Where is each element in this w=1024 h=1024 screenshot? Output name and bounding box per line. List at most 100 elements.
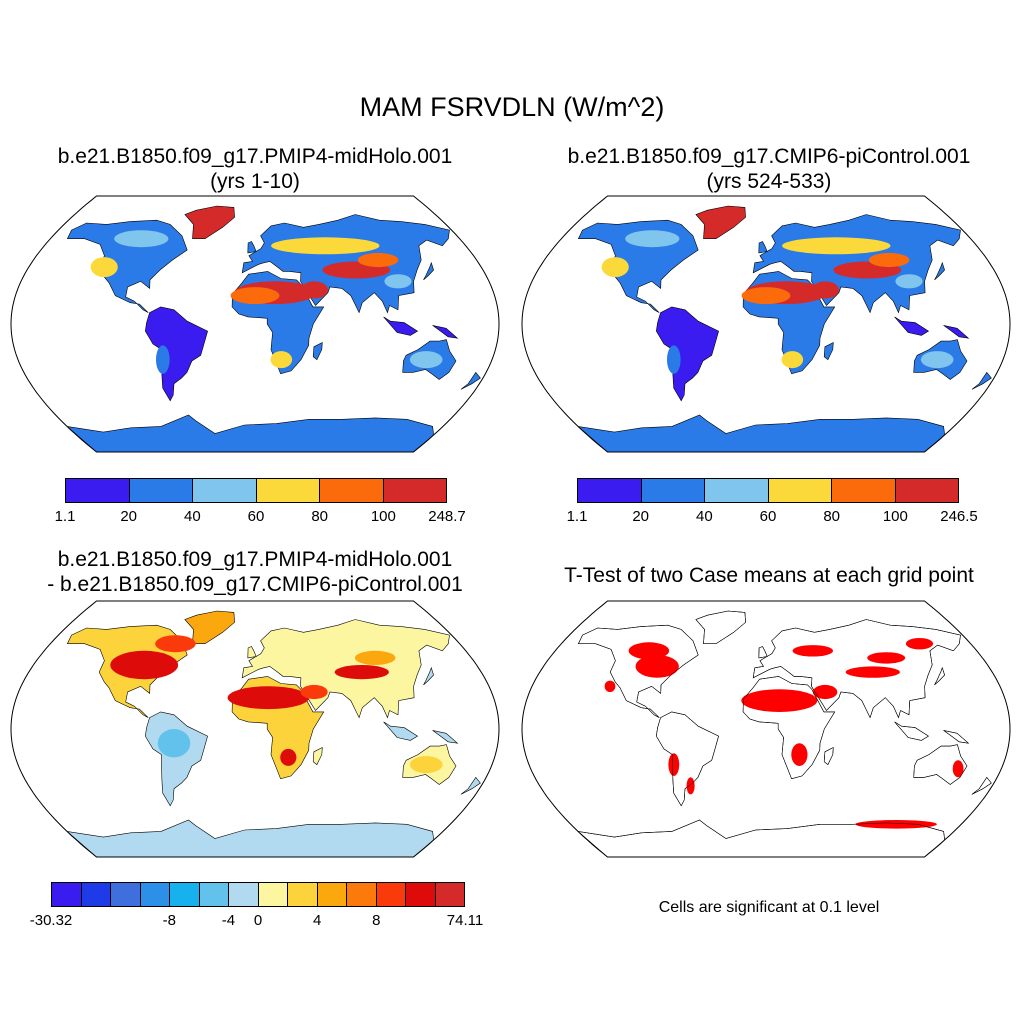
colorbar-swatch xyxy=(376,883,406,906)
field-patch xyxy=(409,351,443,369)
field-patch xyxy=(705,213,733,231)
field-patch xyxy=(155,635,196,653)
colorbar-tick-label: 100 xyxy=(882,508,908,525)
field-patch xyxy=(895,274,923,289)
field-patch xyxy=(157,729,191,758)
significant-cells xyxy=(604,680,616,692)
map-content xyxy=(66,205,481,452)
landmass-greenland xyxy=(184,610,235,644)
field-patch xyxy=(334,665,389,680)
colorbar-tick-label: 100 xyxy=(370,508,396,525)
colorbar-tick-label: 40 xyxy=(183,508,201,525)
landmass-new-guinea xyxy=(432,730,459,744)
colorbar-swatch xyxy=(895,479,958,502)
coastline-greenland xyxy=(695,610,746,644)
map-panel-4 xyxy=(521,600,1011,858)
panel-1-title: b.e21.B1850.f09_g17.PMIP4-midHolo.001 (y… xyxy=(20,144,490,194)
colorbar-tick-label: 4 xyxy=(312,912,322,929)
colorbar-swatch xyxy=(199,883,229,906)
panel-3-case-b: - b.e21.B1850.f09_g17.CMIP6-piControl.00… xyxy=(47,573,463,596)
significant-cells xyxy=(686,777,695,795)
field-patch xyxy=(357,252,399,268)
colorbar-tick-label: 8 xyxy=(372,912,381,929)
colorbar-tick-label: -8 xyxy=(162,912,176,929)
colorbar-tick-label: 80 xyxy=(311,508,328,525)
colorbar-swatch xyxy=(111,883,141,906)
landmass-madagascar xyxy=(823,341,834,361)
landmass-madagascar xyxy=(312,341,323,361)
colorbar-tick-label: 1.1 xyxy=(54,508,76,525)
field-patch xyxy=(781,351,804,369)
landmass-new-zealand xyxy=(971,371,992,390)
field-patch xyxy=(300,281,328,299)
coastline-eurasia xyxy=(752,619,961,719)
panel-1-years: (yrs 1-10) xyxy=(210,170,300,193)
landmass-indonesia xyxy=(383,316,419,336)
significant-cells xyxy=(812,684,838,700)
colorbar-swatch xyxy=(193,479,257,502)
landmass-antarctica xyxy=(66,819,435,857)
map-panel-2 xyxy=(521,195,1011,453)
coastline-africa xyxy=(742,676,836,780)
panel-2-title: b.e21.B1850.f09_g17.CMIP6-piControl.001 … xyxy=(534,144,1004,194)
colorbar-swatch xyxy=(578,479,642,502)
panel-4-title: T-Test of two Case means at each grid po… xyxy=(564,564,974,587)
colorbar-swatch xyxy=(81,883,111,906)
colorbar-tick-label: 74.11 xyxy=(446,912,484,929)
map-border xyxy=(10,600,500,858)
field-patch xyxy=(868,252,910,268)
map-panel-1 xyxy=(10,195,500,453)
colorbar-tick-label: 20 xyxy=(120,508,137,525)
colorbar-tick-label: 0 xyxy=(253,912,263,929)
map-content xyxy=(66,610,481,857)
colorbar-tick-label: 246.5 xyxy=(940,508,978,525)
landmass-antarctica xyxy=(66,414,435,452)
field-patch xyxy=(194,213,222,231)
significant-cells xyxy=(668,753,680,776)
colorbar-swatch xyxy=(140,883,170,906)
colorbar-tick-label: 60 xyxy=(759,508,777,525)
significant-cells xyxy=(905,638,934,650)
landmass-south-america xyxy=(144,306,208,402)
field-patch xyxy=(625,230,680,248)
colorbar-swatch xyxy=(705,479,769,502)
landmass-greenland xyxy=(695,610,746,644)
field-patch xyxy=(271,237,380,255)
field-patch xyxy=(601,257,629,278)
colorbar-swatch xyxy=(258,883,288,906)
significance-note: Cells are significant at 0.1 level xyxy=(658,899,880,916)
significant-cells xyxy=(628,642,670,660)
colorbar-panel-2 xyxy=(577,478,959,503)
landmass-uk xyxy=(758,241,768,254)
landmass-indonesia xyxy=(894,316,930,336)
landmass-new-guinea xyxy=(943,730,970,744)
colorbar-tick-label: 248.7 xyxy=(428,508,466,525)
coastline-australia xyxy=(913,744,968,785)
landmass-new-guinea xyxy=(432,325,459,339)
map-border xyxy=(10,195,500,453)
field-patch xyxy=(741,287,791,305)
colorbar-swatch xyxy=(288,883,318,906)
landmass-new-guinea xyxy=(943,325,970,339)
field-patch xyxy=(230,287,280,305)
panel-2-case-name: b.e21.B1850.f09_g17.CMIP6-piControl.001 xyxy=(567,145,971,168)
field-patch xyxy=(110,650,179,680)
landmass-south-america xyxy=(655,306,719,402)
colorbar-tick-label: 40 xyxy=(695,508,713,525)
significant-cells xyxy=(792,645,834,657)
colorbar-tick-label: 60 xyxy=(247,508,265,525)
significant-cells xyxy=(791,743,808,766)
colorbar-swatch xyxy=(768,479,832,502)
field-patch xyxy=(300,684,328,700)
colorbar-swatch xyxy=(641,479,705,502)
colorbar-swatch xyxy=(66,479,130,502)
colorbar-tick-label: -4 xyxy=(221,912,236,929)
coastline-uk xyxy=(758,646,768,659)
field-patch xyxy=(920,351,954,369)
field-patch xyxy=(384,274,412,289)
landmass-madagascar xyxy=(312,746,323,766)
landmass-indonesia xyxy=(383,721,419,741)
colorbar-swatch xyxy=(129,479,193,502)
landmass-antarctica xyxy=(577,414,946,452)
map-content xyxy=(577,610,992,857)
